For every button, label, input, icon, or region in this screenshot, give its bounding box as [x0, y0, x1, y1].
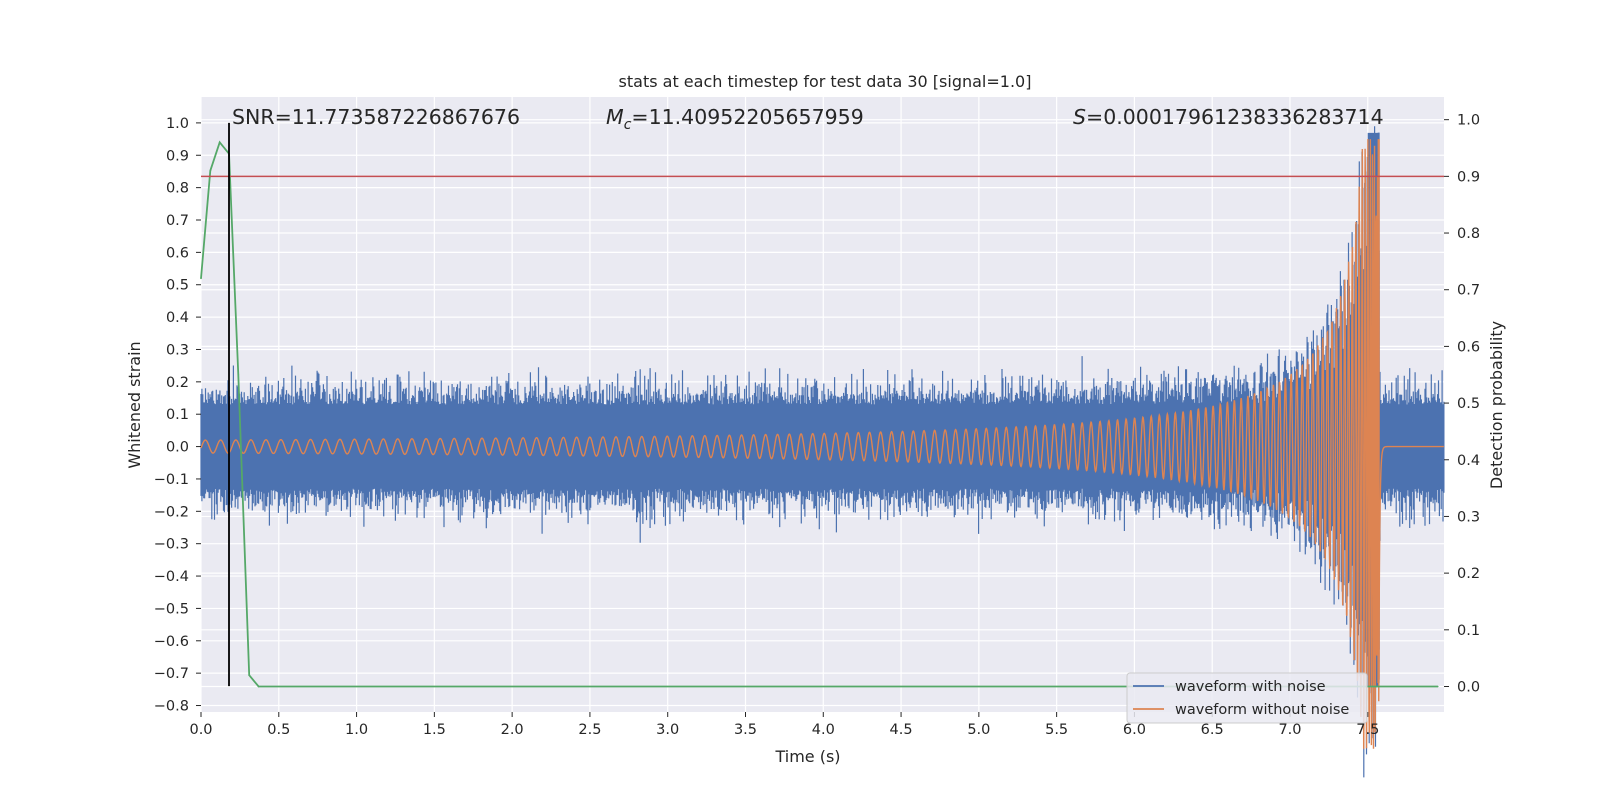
left-tick-label-1: 0.9	[166, 148, 189, 164]
right-axis-ticks: 1.0 0.9 0.8 0.7 0.6 0.5 0.4 0.3 0.2 0.1 0.0	[1444, 113, 1480, 695]
x-tick-label-12: 6.0	[1123, 722, 1146, 738]
probability-point-6	[257, 685, 260, 688]
left-tick-label-7: 0.3	[166, 342, 189, 358]
probability-point-5	[248, 674, 251, 676]
legend-box	[1126, 672, 1368, 724]
chirp-mass-annotation: Mc=11.40952205657959	[606, 105, 864, 133]
x-tick-label-0: 0.0	[189, 722, 212, 738]
x-tick-label-8: 4.0	[812, 722, 835, 738]
x-tick-label-1: 0.5	[267, 722, 290, 738]
chirp-mass-value: =11.40952205657959	[631, 105, 863, 129]
probability-point-1	[209, 169, 212, 172]
x-tick-label-6: 3.0	[656, 722, 679, 738]
chirp-mass-symbol: M	[606, 105, 624, 129]
probability-point-4	[237, 373, 240, 376]
y-axis-right-label: Detection probability	[1487, 321, 1506, 489]
x-tick-label-5: 2.5	[578, 722, 601, 738]
left-tick-label-2: 0.8	[166, 181, 189, 197]
right-tick-label-9: 0.1	[1457, 623, 1480, 639]
left-tick-label-13: −0.3	[154, 537, 189, 553]
legend-entry-noise: waveform with noise	[1175, 679, 1326, 695]
chart-title: stats at each timestep for test data 30 …	[619, 72, 1032, 91]
x-tick-label-3: 1.5	[423, 722, 446, 738]
probability-point-7	[1436, 685, 1439, 688]
left-tick-label-6: 0.4	[166, 310, 189, 326]
s-value: =0.00017961238336283714	[1086, 105, 1384, 129]
right-tick-label-4: 0.6	[1457, 339, 1480, 355]
left-tick-label-8: 0.2	[166, 375, 189, 391]
right-tick-label-6: 0.4	[1457, 453, 1480, 469]
probability-line	[200, 140, 1438, 688]
x-tick-label-15: 7.5	[1356, 722, 1379, 738]
chirp-mass-subscript: c	[624, 117, 632, 133]
left-tick-label-17: −0.7	[154, 666, 189, 682]
legend-entry-signal: waveform without noise	[1175, 702, 1349, 718]
right-tick-label-8: 0.2	[1457, 566, 1480, 582]
right-tick-label-1: 0.9	[1457, 169, 1480, 185]
s-annotation: S=0.00017961238336283714	[1073, 105, 1384, 129]
left-tick-label-3: 0.7	[166, 213, 189, 229]
snr-annotation: SNR=11.773587226867676	[232, 105, 520, 129]
x-axis-label: Time (s)	[774, 747, 840, 766]
left-axis-ticks: 1.0 0.9 0.8 0.7 0.6 0.5 0.4 0.3 0.2 0.1 0.0 −0.1 −0.…	[154, 116, 201, 715]
left-tick-label-9: 0.1	[166, 407, 189, 423]
y-axis-left-label: Whitened strain	[125, 341, 144, 468]
left-tick-label-14: −0.4	[154, 569, 189, 585]
right-tick-label-2: 0.8	[1457, 226, 1480, 242]
x-tick-label-4: 2.0	[501, 722, 524, 738]
right-tick-label-5: 0.5	[1457, 396, 1480, 412]
x-tick-label-9: 4.5	[890, 722, 913, 738]
reference-lines	[201, 122, 1444, 687]
signal-waveform-path	[200, 139, 1444, 749]
right-tick-label-3: 0.7	[1457, 283, 1480, 299]
left-tick-label-10: 0.0	[166, 440, 189, 456]
left-tick-label-15: −0.5	[154, 601, 189, 617]
left-tick-label-18: −0.8	[154, 699, 189, 715]
left-tick-label-5: 0.5	[166, 278, 189, 294]
x-tick-label-7: 3.5	[734, 722, 757, 738]
x-tick-label-2: 1.0	[345, 722, 368, 738]
left-tick-label-12: −0.2	[154, 504, 189, 520]
series-waveform-without-noise	[200, 139, 1444, 749]
x-tick-label-10: 5.0	[967, 722, 990, 738]
legend: waveform with noise waveform without noi…	[1126, 672, 1368, 724]
s-symbol: S	[1073, 105, 1086, 129]
left-tick-label-16: −0.6	[154, 634, 189, 650]
x-tick-label-11: 5.5	[1045, 722, 1068, 738]
left-tick-label-11: −0.1	[154, 472, 189, 488]
x-tick-label-14: 7.0	[1278, 722, 1301, 738]
right-tick-label-10: 0.0	[1457, 679, 1480, 695]
probability-point-0	[200, 277, 202, 280]
x-axis-ticks: 0.0 0.5 1.0 1.5 2.0 2.5 3.0 3.5 4.0 4.5 5.0 5.5 6.0 6…	[189, 712, 1379, 738]
right-tick-label-7: 0.3	[1457, 509, 1480, 525]
probability-point-2	[218, 141, 221, 144]
x-tick-label-13: 6.5	[1201, 722, 1224, 738]
right-tick-label-0: 1.0	[1457, 113, 1480, 129]
left-tick-label-4: 0.6	[166, 245, 189, 261]
left-tick-label-0: 1.0	[166, 116, 189, 132]
